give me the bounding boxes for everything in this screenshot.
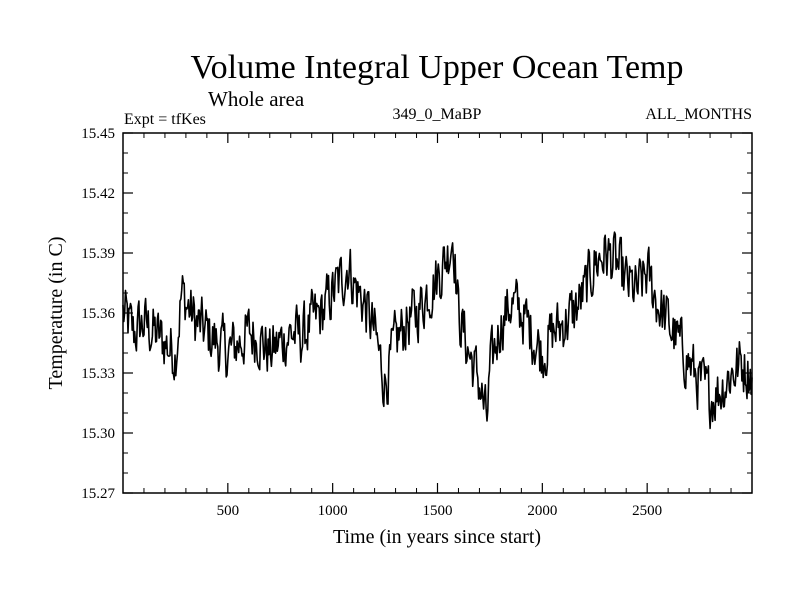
chart-title: Volume Integral Upper Ocean Temp <box>191 49 684 86</box>
x-tick-label: 2000 <box>527 503 557 519</box>
x-axis: 500 1000 1500 2000 2500 <box>143 133 732 519</box>
period-label: 349_0_MaBP <box>393 106 482 123</box>
x-axis-label: Time (in years since start) <box>333 526 541 548</box>
y-tick-label: 15.27 <box>81 486 115 502</box>
series-line <box>122 231 753 430</box>
x-tick-label: 2500 <box>632 503 662 519</box>
months-label: ALL_MONTHS <box>645 106 752 123</box>
experiment-label: Expt = tfKes <box>124 111 206 128</box>
chart-subtitle: Whole area <box>208 87 305 111</box>
x-tick-label: 1000 <box>318 503 348 519</box>
y-tick-label: 15.33 <box>81 366 115 382</box>
y-tick-label: 15.39 <box>81 246 115 262</box>
x-tick-label: 500 <box>217 503 240 519</box>
y-tick-label: 15.45 <box>81 126 115 142</box>
y-tick-label: 15.42 <box>81 186 115 202</box>
y-tick-label: 15.36 <box>81 306 115 322</box>
y-tick-label: 15.30 <box>81 426 115 442</box>
x-tick-label: 1500 <box>423 503 453 519</box>
y-axis-label: Temperature (in C) <box>45 237 67 390</box>
